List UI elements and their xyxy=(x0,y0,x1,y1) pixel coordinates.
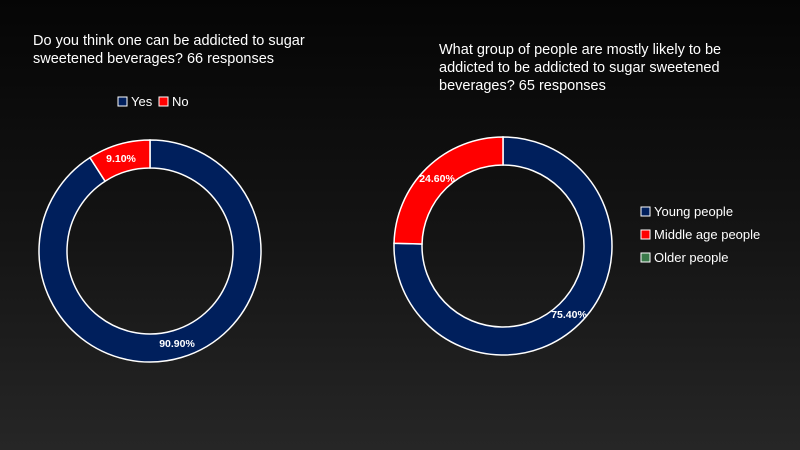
legend-item-middle-age-people: Middle age people xyxy=(640,227,760,242)
data-label-no: 9.10% xyxy=(106,153,136,165)
data-label-young-people: 75.40% xyxy=(551,309,587,321)
legend-swatch xyxy=(640,252,651,263)
chart-2-title: What group of people are mostly likely t… xyxy=(439,41,759,95)
legend-swatch xyxy=(158,96,169,107)
legend-swatch xyxy=(117,96,128,107)
legend-label: No xyxy=(172,94,189,109)
chart-2-title-line-2: addicted to be addicted to sugar sweeten… xyxy=(439,60,720,76)
donut-slice-middle-age-people xyxy=(393,136,504,245)
legend-label: Young people xyxy=(654,204,733,219)
chart-1-title-line-1: Do you think one can be addicted to suga… xyxy=(33,33,305,49)
donut-slice-no xyxy=(88,139,151,183)
legend-item-older-people: Older people xyxy=(640,250,728,265)
legend-label: Yes xyxy=(131,94,153,109)
chart-1-title: Do you think one can be addicted to suga… xyxy=(33,32,333,68)
data-label-middle-age-people: 24.60% xyxy=(419,173,455,185)
donut-chart-2: 75.40% Young people 24.60% Middle age peopl… xyxy=(393,136,760,356)
donut-chart-1: 90.90% Yes 9.10% No xyxy=(38,94,262,363)
legend-item-no: No xyxy=(158,94,189,109)
donut-slice-yes xyxy=(38,139,262,363)
legend-item-yes: Yes xyxy=(117,94,153,109)
chart-1-title-line-2: sweetened beverages? 66 responses xyxy=(33,51,275,67)
legend-label: Older people xyxy=(654,250,728,265)
legend-swatch xyxy=(640,206,651,217)
donut-slice-young-people xyxy=(393,136,613,356)
legend-swatch xyxy=(640,229,651,240)
chart-2-title-line-1: What group of people are mostly likely t… xyxy=(439,42,722,58)
legend-label: Middle age people xyxy=(654,227,760,242)
legend-item-young-people: Young people xyxy=(640,204,733,219)
data-label-yes: 90.90% xyxy=(159,338,195,350)
chart-2-title-line-3: beverages? 65 responses xyxy=(439,78,606,94)
